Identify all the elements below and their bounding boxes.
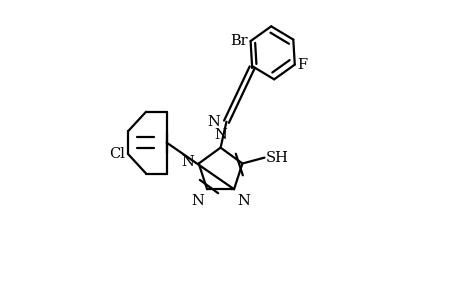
- Text: SH: SH: [265, 151, 288, 165]
- Text: N: N: [236, 194, 249, 208]
- Text: Br: Br: [230, 34, 248, 48]
- Text: N: N: [181, 155, 194, 169]
- Text: N: N: [207, 115, 219, 129]
- Text: Cl: Cl: [109, 147, 125, 161]
- Text: N: N: [214, 128, 227, 142]
- Text: F: F: [297, 58, 307, 72]
- Text: N: N: [191, 194, 204, 208]
